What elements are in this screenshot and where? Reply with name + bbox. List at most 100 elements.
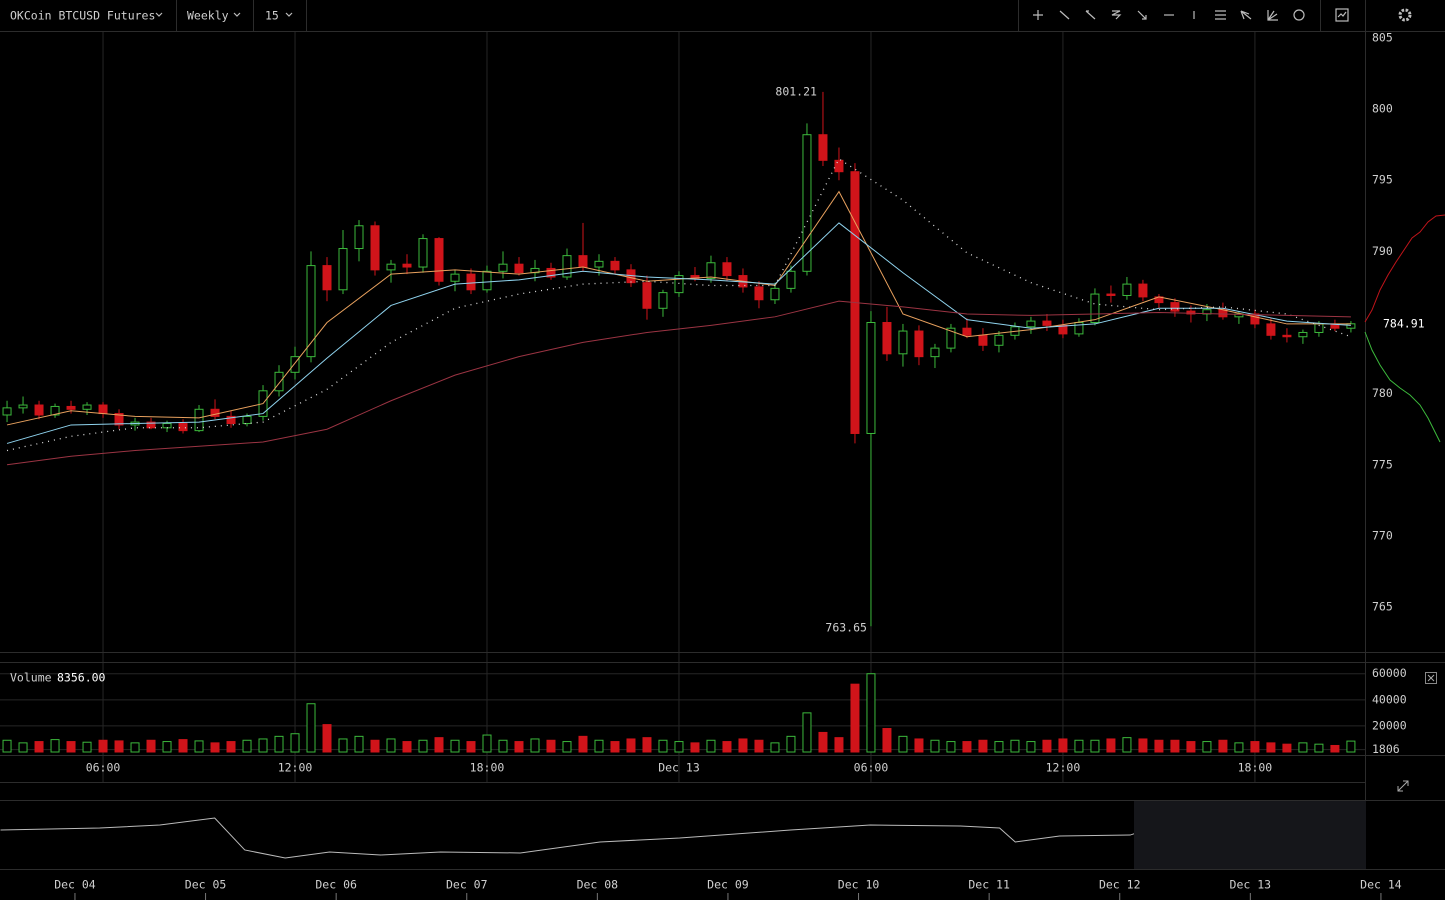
y-tick-label: 780 (1372, 386, 1393, 400)
volume-bar (226, 741, 236, 753)
volume-bar (18, 742, 28, 753)
last-price-box (1366, 314, 1426, 333)
volume-bar (850, 683, 860, 753)
fib-tool[interactable] (1215, 10, 1226, 20)
y-tick-label: 765 (1372, 600, 1393, 614)
gann-tool[interactable] (1267, 10, 1278, 21)
settings-button[interactable] (1398, 8, 1412, 22)
volume-bar (1138, 738, 1148, 753)
candle-body (1026, 320, 1036, 328)
candle-body (402, 263, 412, 268)
crosshair-tool[interactable] (1033, 10, 1043, 20)
candle-body (546, 267, 556, 278)
ray-tool[interactable] (1085, 10, 1096, 20)
toolbar: OKCoin BTCUSD Futures Weekly 15 (0, 0, 1445, 32)
interval-select[interactable]: 15 (265, 9, 279, 23)
path-tool[interactable] (1111, 10, 1122, 20)
symbol-select[interactable]: OKCoin BTCUSD Futures (10, 9, 155, 23)
candle-body (466, 273, 476, 291)
volume-bar (370, 739, 380, 753)
candle-body (1106, 293, 1116, 296)
volume-bar (674, 741, 684, 753)
volume-bar (1218, 739, 1228, 753)
candle-body (818, 134, 828, 161)
x-tick-label: 12:00 (278, 761, 313, 775)
candle-body (434, 238, 444, 282)
candle-body (802, 134, 812, 272)
fan-tool[interactable] (1240, 10, 1252, 20)
volume-bar (242, 739, 252, 753)
volume-bar (194, 740, 204, 753)
candle-body (34, 404, 44, 416)
x-tick-label: Dec 05 (185, 878, 227, 892)
candle-body (498, 263, 508, 272)
line-tool[interactable] (1059, 10, 1070, 20)
volume-bar (1090, 739, 1100, 753)
candle-body (1042, 320, 1052, 326)
moving-average (6, 222, 1351, 444)
candle-body (770, 287, 780, 301)
volume-bar (898, 735, 908, 753)
volume-bar (1234, 742, 1244, 753)
candle-body (642, 282, 652, 309)
candle-body (578, 255, 588, 268)
x-tick-label: Dec 09 (707, 878, 749, 892)
volume-bar (866, 673, 876, 753)
volume-bar (610, 741, 620, 753)
indicator-button[interactable] (1335, 8, 1349, 22)
volume-bar (290, 733, 300, 753)
navigator-window[interactable] (1134, 801, 1366, 869)
candle-body (706, 262, 716, 279)
volume-bar (146, 739, 156, 753)
candle-body (338, 248, 348, 291)
candle-body (370, 225, 380, 271)
candle-body (322, 265, 332, 291)
x-tick-label: Dec 12 (1099, 878, 1141, 892)
candle-body (946, 327, 956, 349)
volume-bar (114, 740, 124, 753)
x-tick-label: Dec 14 (1360, 878, 1402, 892)
volume-bar (690, 742, 700, 753)
x-tick-label: Dec 13 (658, 761, 700, 775)
x-tick-label: Dec 04 (54, 878, 96, 892)
circle-tool[interactable] (1293, 9, 1305, 21)
high-label: 801.21 (775, 84, 817, 98)
candle-body (594, 260, 604, 268)
volume-bar (1330, 744, 1340, 753)
x-tick-label: 12:00 (1046, 761, 1081, 775)
dropdown-icon (233, 12, 241, 17)
candle-body (674, 275, 684, 294)
volume-bar (498, 739, 508, 753)
volume-bar (50, 739, 60, 753)
volume-bar (1058, 738, 1068, 753)
volume-bar (946, 741, 956, 753)
y-tick-label: 775 (1372, 457, 1393, 471)
depth-asks (1364, 214, 1445, 323)
range-select[interactable]: Weekly (187, 9, 229, 23)
volume-bar (1010, 739, 1020, 753)
candle-body (1170, 302, 1180, 312)
volume-bar (578, 735, 588, 753)
close-icon (1427, 674, 1435, 682)
y-tick-label: 40000 (1372, 692, 1407, 706)
candle-body (866, 322, 876, 434)
candle-body (386, 263, 396, 271)
x-tick-label: Dec 10 (838, 878, 880, 892)
volume-bar (434, 737, 444, 753)
moving-average (6, 300, 1351, 466)
y-tick-label: 790 (1372, 244, 1393, 258)
volume-bar (338, 738, 348, 753)
indicator-icon (1337, 11, 1347, 18)
volume-bar (1170, 739, 1180, 753)
x-tick-label: Dec 08 (577, 878, 619, 892)
volume-bar (130, 742, 140, 753)
fullscreen-button[interactable] (1397, 780, 1409, 792)
candle-body (834, 159, 844, 173)
arrow-tool[interactable] (1137, 10, 1147, 20)
close-volume-button[interactable] (1425, 672, 1437, 684)
candle-body (66, 405, 76, 410)
volume-bar (1202, 741, 1212, 753)
volume-bar (1026, 741, 1036, 753)
volume-bar (754, 739, 764, 753)
